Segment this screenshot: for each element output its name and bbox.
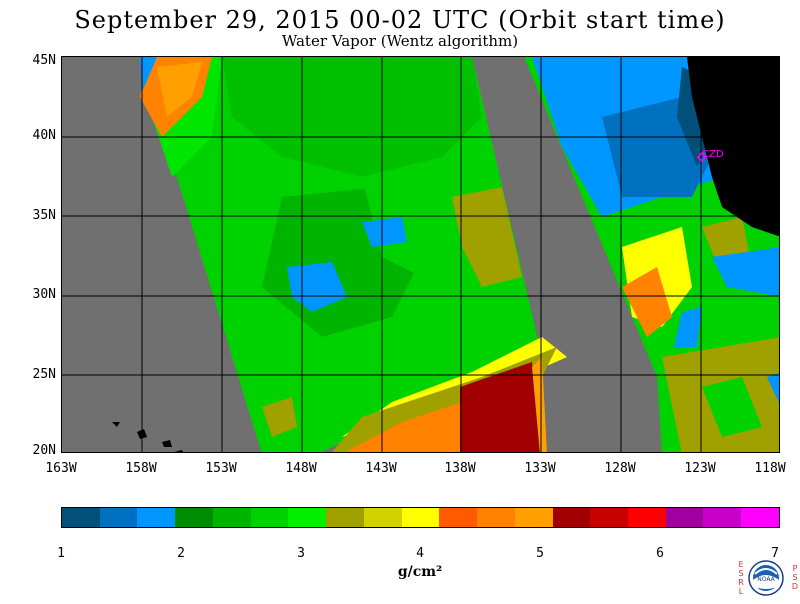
colorbar-swatch bbox=[326, 508, 364, 527]
lon-label-153w: 153W bbox=[205, 461, 237, 476]
colorbar-swatch bbox=[62, 508, 100, 527]
colorbar-swatch bbox=[250, 508, 289, 527]
colorbar-swatch bbox=[212, 508, 251, 527]
lat-label-30n: 30N bbox=[32, 287, 56, 302]
colorbar-swatch bbox=[665, 508, 704, 527]
land-california bbox=[687, 57, 779, 237]
hawaii-island bbox=[162, 440, 172, 447]
colorbar-tick-1: 1 bbox=[57, 546, 65, 561]
map-title: September 29, 2015 00-02 UTC (Orbit star… bbox=[74, 6, 726, 34]
colorbar-tick-3: 3 bbox=[297, 546, 305, 561]
colorbar-swatch bbox=[439, 508, 478, 527]
lat-label-40n: 40N bbox=[32, 128, 56, 143]
colorbar-swatch bbox=[288, 508, 327, 527]
colorbar-tick-4: 4 bbox=[416, 546, 424, 561]
colorbar-swatch bbox=[552, 508, 591, 527]
lon-label-118w: 118W bbox=[754, 461, 786, 476]
colorbar-swatch bbox=[741, 508, 779, 527]
lat-label-25n: 25N bbox=[32, 367, 56, 382]
lon-label-123w: 123W bbox=[684, 461, 716, 476]
station-label: CZD bbox=[702, 149, 724, 160]
colorbar-swatch bbox=[703, 508, 742, 527]
colorbar-swatch bbox=[477, 508, 515, 527]
colorbar-tick-2: 2 bbox=[177, 546, 185, 561]
lon-label-163w: 163W bbox=[45, 461, 77, 476]
colorbar-swatch bbox=[175, 508, 213, 527]
lat-label-20n: 20N bbox=[32, 443, 56, 458]
water-vapor-map: CZD bbox=[61, 56, 780, 453]
lon-label-158w: 158W bbox=[125, 461, 157, 476]
lon-label-148w: 148W bbox=[285, 461, 317, 476]
station-czd: CZD bbox=[696, 149, 724, 163]
map-grid bbox=[62, 57, 779, 452]
colorbar-swatch bbox=[628, 508, 666, 527]
lat-label-45n: 45N bbox=[32, 53, 56, 68]
colorbar-swatch bbox=[137, 508, 176, 527]
colorbar-tick-5: 5 bbox=[536, 546, 544, 561]
hawaii-island bbox=[112, 422, 120, 427]
map-subtitle: Water Vapor (Wentz algorithm) bbox=[281, 32, 519, 50]
hawaii-island bbox=[174, 450, 183, 452]
lon-label-143w: 143W bbox=[365, 461, 397, 476]
colorbar-swatch bbox=[514, 508, 553, 527]
lon-label-133w: 133W bbox=[524, 461, 556, 476]
noaa-emblem: NOAA bbox=[748, 560, 784, 596]
noaa-badge-text: NOAA bbox=[757, 576, 775, 583]
colorbar bbox=[61, 507, 780, 528]
colorbar-swatch bbox=[401, 508, 440, 527]
colorbar-tick-6: 6 bbox=[656, 546, 664, 561]
lon-label-128w: 128W bbox=[604, 461, 636, 476]
colorbar-swatch bbox=[590, 508, 629, 527]
colorbar-units: g/cm² bbox=[397, 564, 443, 580]
lat-label-35n: 35N bbox=[32, 208, 56, 223]
colorbar-swatch bbox=[99, 508, 138, 527]
colorbar-tick-7: 7 bbox=[771, 546, 779, 561]
map-canvas: CZD bbox=[62, 57, 779, 452]
colorbar-swatch bbox=[363, 508, 402, 527]
lon-label-138w: 138W bbox=[444, 461, 476, 476]
